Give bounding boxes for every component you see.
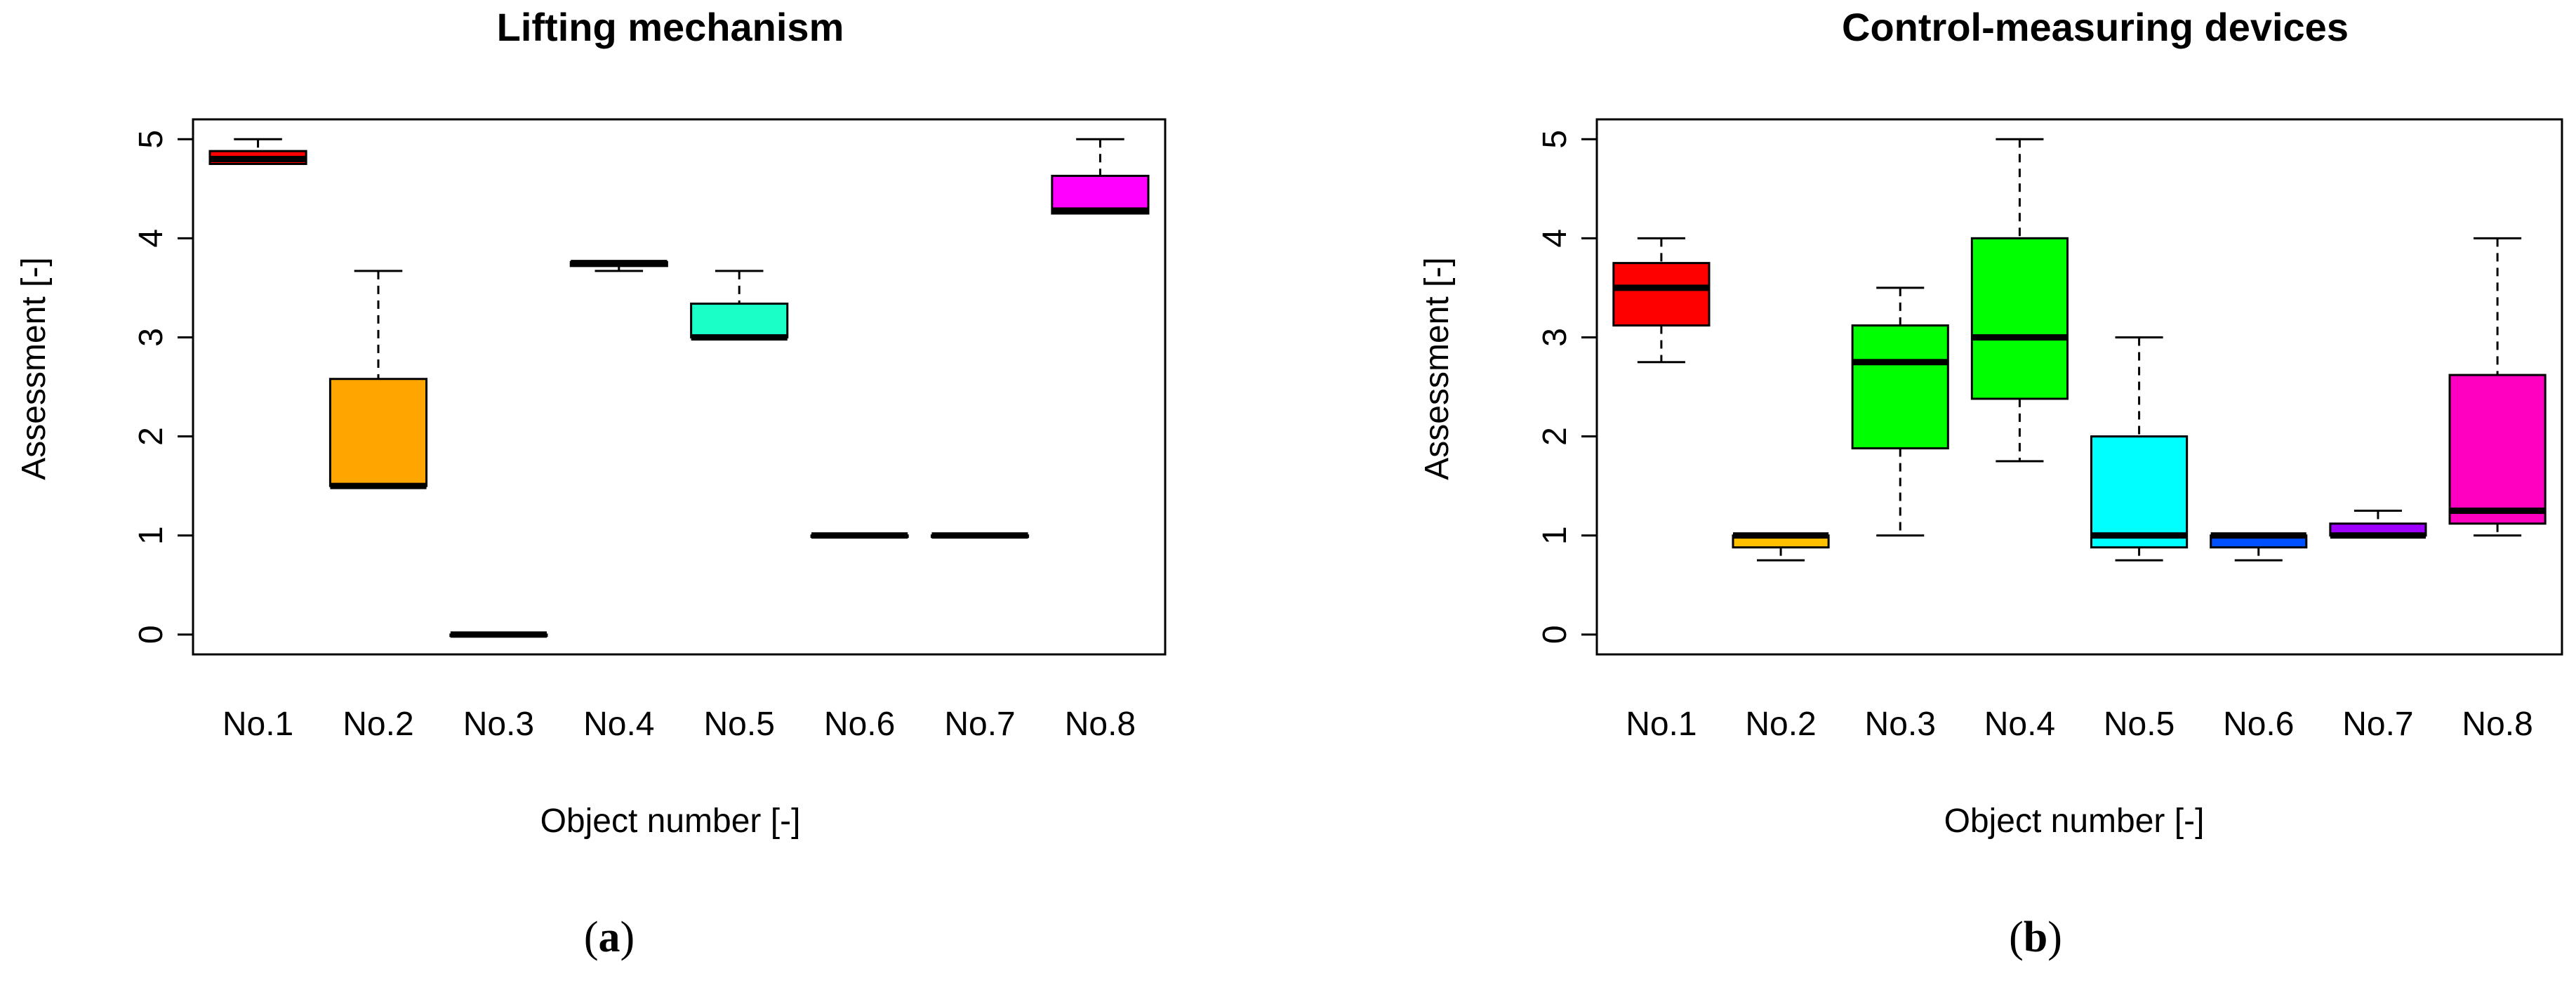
y-tick-label: 4 [1536, 229, 1574, 248]
chart-title: Lifting mechanism [497, 5, 844, 49]
box-no2 [328, 270, 428, 489]
y-axis-label: Assessment [-] [1419, 257, 1456, 480]
y-tick-label: 2 [1536, 427, 1574, 446]
x-tick-label: No.7 [944, 706, 1015, 743]
x-tick-label: No.3 [463, 706, 534, 743]
x-tick-label: No.2 [1745, 706, 1816, 743]
box-body [1970, 237, 2069, 400]
box-no4 [1970, 138, 2069, 463]
chart-panel-control-measuring-devices: Control-measuring devices Object number … [1419, 5, 2563, 961]
x-tick-label: No.1 [1626, 706, 1697, 743]
y-tick-label: 0 [1536, 625, 1574, 644]
y-tick-label: 0 [133, 625, 170, 644]
plot-area: 0 1 2 3 4 5 No.1 No.2 No.3 No.4 No.5 No.6 No.7 No.8 [1536, 118, 2563, 743]
plot-frame [1595, 118, 2563, 656]
box-no5 [2090, 336, 2189, 562]
panel-label: (b) [2009, 913, 2062, 961]
box-no6 [2210, 532, 2308, 562]
box-no1 [1612, 237, 1711, 364]
box-body [2090, 435, 2189, 549]
y-tick-label: 2 [133, 427, 170, 446]
x-tick-label: No.8 [2462, 706, 2532, 743]
box-no7 [2329, 509, 2427, 539]
x-tick-label: No.6 [2223, 706, 2294, 743]
x-tick-label: No.4 [583, 706, 654, 743]
chart-panel-lifting-mechanism: Lifting mechanism Object number [-] Asse… [15, 5, 1167, 961]
y-tick-label: 5 [133, 130, 170, 149]
box-no8 [1051, 138, 1150, 215]
y-tick-label: 3 [1536, 328, 1574, 347]
x-tick-label: No.6 [824, 706, 895, 743]
x-tick-label: No.2 [343, 706, 413, 743]
box-body [2448, 374, 2547, 525]
box-no3 [449, 631, 548, 638]
panel-label: (a) [584, 913, 635, 961]
box-no7 [930, 532, 1030, 539]
box-no2 [1732, 532, 1830, 562]
x-tick-label: No.4 [1984, 706, 2055, 743]
chart-title: Control-measuring devices [1842, 5, 2349, 49]
x-tick-label: No.3 [1865, 706, 1936, 743]
box-no5 [690, 270, 789, 341]
box-no6 [810, 532, 909, 539]
box-no3 [1851, 286, 1949, 537]
plot-area: 0 1 2 3 4 5 No.1 No.2 No.3 No.4 No.5 No.6 No.7 No.8 [133, 118, 1167, 743]
y-axis-label: Assessment [-] [15, 257, 53, 480]
x-axis-label: Object number [-] [1944, 803, 2205, 840]
box-no8 [2448, 237, 2547, 537]
x-tick-label: No.8 [1065, 706, 1136, 743]
plot-frame [192, 118, 1167, 656]
box-no4 [569, 260, 668, 272]
x-tick-label: No.7 [2342, 706, 2413, 743]
y-tick-label: 1 [1536, 526, 1574, 545]
y-tick-label: 3 [133, 328, 170, 347]
y-tick-label: 5 [1536, 130, 1574, 149]
x-tick-label: No.1 [223, 706, 293, 743]
y-tick-label: 1 [133, 526, 170, 545]
box-body [1612, 262, 1711, 327]
x-tick-label: No.5 [704, 706, 775, 743]
y-tick-label: 4 [133, 229, 170, 248]
box-body [1051, 174, 1150, 215]
x-tick-label: No.5 [2104, 706, 2175, 743]
box-no1 [208, 138, 307, 165]
box-body [690, 302, 789, 338]
box-body [328, 378, 428, 487]
x-axis-label: Object number [-] [540, 803, 801, 840]
box-body [1851, 324, 1949, 449]
